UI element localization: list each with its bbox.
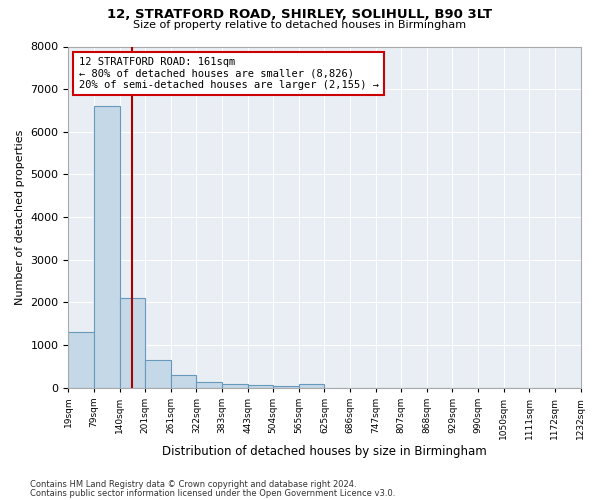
Text: Size of property relative to detached houses in Birmingham: Size of property relative to detached ho…: [133, 20, 467, 30]
Bar: [273, 386, 299, 388]
Bar: [119, 298, 145, 388]
Text: 12 STRATFORD ROAD: 161sqm
← 80% of detached houses are smaller (8,826)
20% of se: 12 STRATFORD ROAD: 161sqm ← 80% of detac…: [79, 56, 379, 90]
Bar: [145, 360, 171, 388]
Bar: [222, 384, 248, 388]
X-axis label: Distribution of detached houses by size in Birmingham: Distribution of detached houses by size …: [162, 444, 487, 458]
Text: Contains HM Land Registry data © Crown copyright and database right 2024.: Contains HM Land Registry data © Crown c…: [30, 480, 356, 489]
Y-axis label: Number of detached properties: Number of detached properties: [15, 130, 25, 305]
Bar: [94, 106, 119, 388]
Bar: [299, 384, 325, 388]
Bar: [248, 386, 273, 388]
Text: Contains public sector information licensed under the Open Government Licence v3: Contains public sector information licen…: [30, 488, 395, 498]
Bar: [196, 382, 222, 388]
Bar: [171, 375, 196, 388]
Text: 12, STRATFORD ROAD, SHIRLEY, SOLIHULL, B90 3LT: 12, STRATFORD ROAD, SHIRLEY, SOLIHULL, B…: [107, 8, 493, 20]
Bar: [68, 332, 94, 388]
